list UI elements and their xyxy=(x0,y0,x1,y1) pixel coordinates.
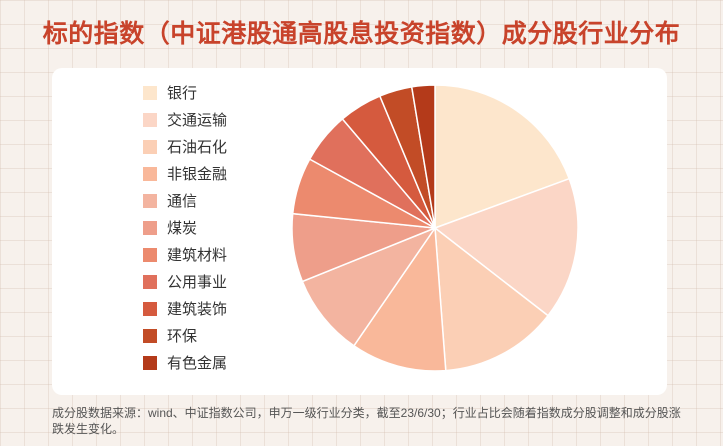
pie-slice xyxy=(434,84,571,230)
legend-label: 公用事业 xyxy=(167,274,228,291)
legend-label: 交通运输 xyxy=(167,112,228,129)
legend-label: 通信 xyxy=(167,193,198,210)
legend-label: 建筑装饰 xyxy=(167,301,228,318)
legend-item: 交通运输 xyxy=(143,106,227,133)
legend-swatch xyxy=(143,301,157,316)
legend-swatch xyxy=(143,85,157,100)
legend-item: 环保 xyxy=(143,322,227,349)
pie-chart xyxy=(291,84,579,372)
legend-item: 建筑装饰 xyxy=(143,295,227,322)
legend-label: 银行 xyxy=(167,85,198,102)
legend-label: 石油石化 xyxy=(167,139,228,156)
legend-swatch xyxy=(143,139,157,154)
legend-item: 非银金融 xyxy=(143,160,227,187)
chart-title: 标的指数（中证港股通高股息投资指数）成分股行业分布 xyxy=(42,20,681,48)
legend-swatch xyxy=(143,220,157,235)
pie-slice xyxy=(301,226,438,347)
legend-label: 煤炭 xyxy=(167,220,198,237)
legend-item: 石油石化 xyxy=(143,133,227,160)
legend-label: 有色金属 xyxy=(167,355,228,372)
legend-item: 通信 xyxy=(143,187,227,214)
pie-slice xyxy=(434,226,550,372)
chart-card: 银行交通运输石油石化非银金融通信煤炭建筑材料公用事业建筑装饰环保有色金属 xyxy=(52,68,667,395)
legend-swatch xyxy=(143,355,157,370)
legend-swatch xyxy=(143,193,157,208)
legend-swatch xyxy=(143,247,157,262)
pie-slice xyxy=(433,177,579,317)
legend-swatch xyxy=(143,274,157,289)
legend-swatch xyxy=(143,328,157,343)
legend-item: 煤炭 xyxy=(143,214,227,241)
legend-label: 环保 xyxy=(167,328,198,345)
legend-item: 公用事业 xyxy=(143,268,227,295)
legend-item: 建筑材料 xyxy=(143,241,227,268)
legend-label: 非银金融 xyxy=(167,166,228,183)
legend-swatch xyxy=(143,112,157,127)
legend-item: 有色金属 xyxy=(143,349,227,376)
pie-slice xyxy=(410,84,436,229)
pie-slice xyxy=(352,225,447,372)
legend-label: 建筑材料 xyxy=(167,247,228,264)
legend-swatch xyxy=(143,166,157,181)
source-footnote: 成分股数据来源：wind、中证指数公司，申万一级行业分类，截至23/6/30；行… xyxy=(52,406,681,436)
legend-item: 银行 xyxy=(143,79,227,106)
legend: 银行交通运输石油石化非银金融通信煤炭建筑材料公用事业建筑装饰环保有色金属 xyxy=(143,79,227,376)
